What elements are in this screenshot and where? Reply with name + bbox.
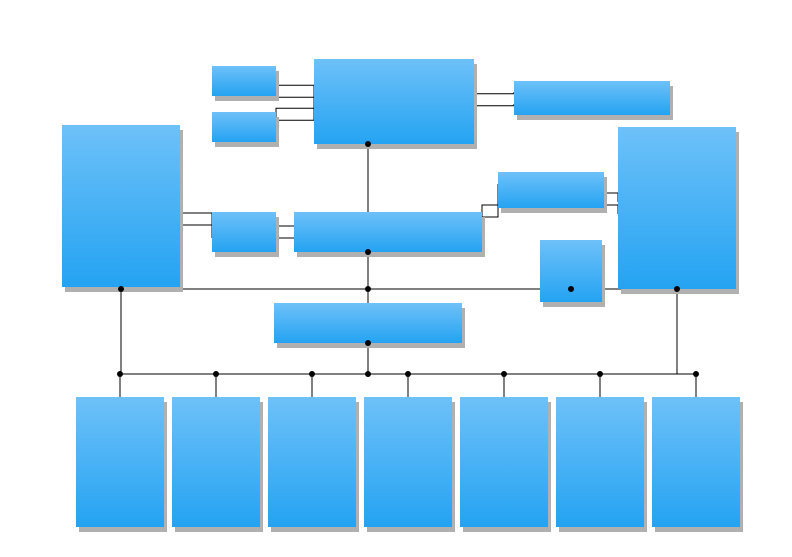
- connector: [474, 104, 514, 108]
- node-tall_left: [62, 125, 180, 287]
- junction-dot: [365, 141, 371, 147]
- node-mid_small_r: [498, 172, 604, 208]
- connector: [276, 108, 314, 134]
- junction-dot: [118, 286, 124, 292]
- node-hub: [274, 303, 462, 343]
- junction-dot: [309, 371, 315, 377]
- node-tall_right: [618, 127, 736, 289]
- junction-dot: [674, 286, 680, 292]
- node-leaf_2: [172, 397, 260, 527]
- node-mid_sm_left: [212, 212, 276, 252]
- junction-dot: [501, 371, 507, 377]
- junction-dot: [365, 249, 371, 255]
- org-chart: [0, 0, 792, 557]
- node-leaf_1: [76, 397, 164, 527]
- connector: [276, 96, 314, 122]
- junction-dot: [365, 371, 371, 377]
- junction-dot: [405, 371, 411, 377]
- connector: [474, 92, 514, 96]
- junction-dot: [693, 371, 699, 377]
- junction-dot: [365, 340, 371, 346]
- junction-dot: [365, 286, 371, 292]
- node-leaf_7: [652, 397, 740, 527]
- node-leaf_5: [460, 397, 548, 527]
- node-top_center: [314, 59, 474, 144]
- junction-dot: [117, 371, 123, 377]
- connector: [180, 212, 212, 238]
- node-top_sm_2: [212, 112, 276, 142]
- junction-dot: [568, 286, 574, 292]
- node-top_sm_1: [212, 66, 276, 96]
- connector: [276, 75, 314, 96]
- node-leaf_4: [364, 397, 452, 527]
- node-top_right: [514, 81, 670, 115]
- junction-dot: [213, 371, 219, 377]
- node-sq_right: [540, 240, 602, 302]
- connector: [180, 200, 212, 226]
- node-mid_center: [294, 212, 482, 252]
- junction-dot: [597, 371, 603, 377]
- connector: [276, 87, 314, 108]
- node-leaf_6: [556, 397, 644, 527]
- node-leaf_3: [268, 397, 356, 527]
